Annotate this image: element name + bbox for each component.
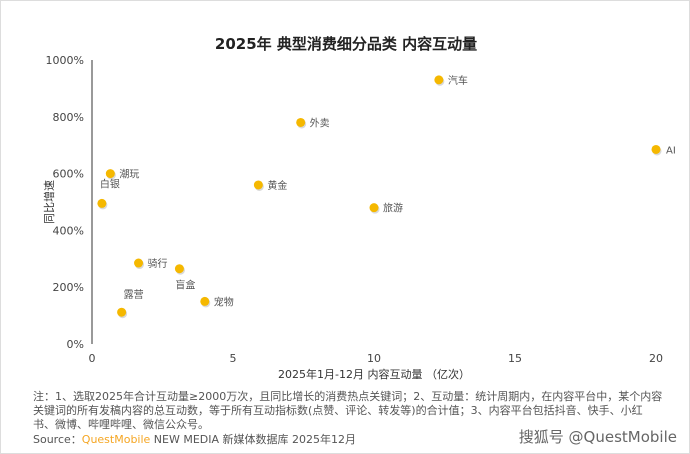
- data-point: [117, 307, 127, 317]
- source-brand: QuestMobile: [81, 433, 151, 446]
- point-label: 汽车: [448, 74, 468, 87]
- data-point: [105, 169, 115, 179]
- source-prefix: Source：: [33, 433, 82, 446]
- y-tick-label: 0%: [67, 338, 84, 351]
- x-tick-label: 5: [230, 352, 237, 365]
- point-label: AI: [666, 145, 676, 156]
- point-label: 潮玩: [119, 168, 139, 181]
- y-tick-label: 400%: [53, 224, 84, 237]
- chart-title: 2025年 典型消费细分品类 内容互动量: [214, 35, 478, 53]
- point-label: 宠物: [214, 295, 234, 308]
- point-label: 旅游: [383, 202, 403, 215]
- data-point: [200, 296, 210, 306]
- data-point: [651, 144, 661, 154]
- x-tick-label: 0: [89, 352, 96, 365]
- point-label: 外卖: [310, 117, 330, 129]
- data-point: [369, 203, 379, 213]
- point-label: 露营: [124, 288, 144, 301]
- y-tick-label: 1000%: [46, 54, 84, 67]
- point-label: 黄金: [267, 179, 287, 192]
- point-label: 盲盒: [175, 279, 195, 292]
- data-point: [97, 198, 107, 208]
- x-tick-label: 10: [367, 352, 381, 365]
- data-point: [434, 75, 444, 85]
- data-point: [253, 180, 263, 190]
- data-point: [134, 258, 144, 268]
- watermark: 搜狐号 @QuestMobile: [518, 428, 677, 446]
- y-axis-label: 同比增速: [42, 180, 56, 224]
- footnote: 注：1、选取2025年合计互动量≥2000万次，且同比增长的消费热点关键词；2、…: [33, 390, 663, 431]
- y-tick-label: 600%: [53, 168, 84, 181]
- point-label: 白银: [100, 177, 120, 190]
- y-tick-label: 800%: [53, 111, 84, 124]
- x-tick-label: 20: [649, 352, 663, 365]
- data-point: [296, 117, 306, 127]
- y-tick-label: 200%: [53, 281, 84, 294]
- x-tick-label: 15: [508, 352, 522, 365]
- point-label: 骑行: [148, 257, 168, 270]
- x-axis-label: 2025年1月-12月 内容互动量 （亿次）: [278, 367, 470, 381]
- source-rest: NEW MEDIA 新媒体数据库 2025年12月: [150, 433, 357, 446]
- data-point: [174, 264, 184, 274]
- source-line: Source：QuestMobile NEW MEDIA 新媒体数据库 2025…: [33, 431, 356, 447]
